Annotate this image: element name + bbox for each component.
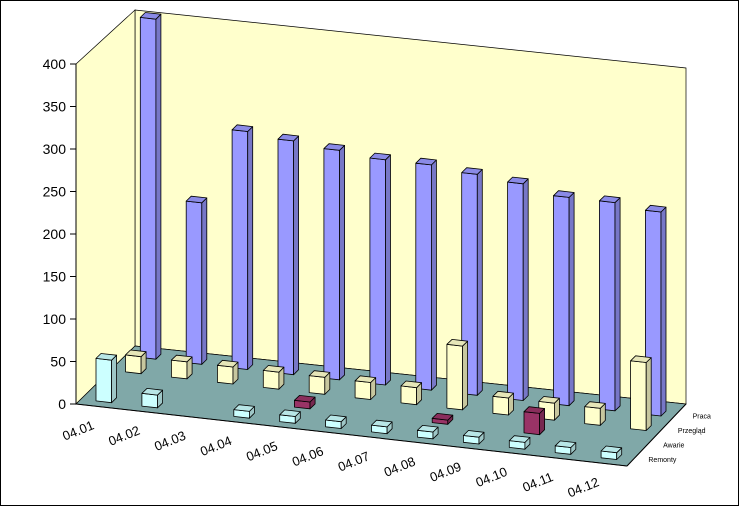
- bar-remonty: [233, 404, 255, 419]
- depth-axis-line: [626, 403, 687, 467]
- y-tick-label: 400: [43, 56, 67, 72]
- bar-remonty: [600, 445, 623, 460]
- bar-awarie: [294, 395, 316, 410]
- x-axis-line: [75, 403, 628, 467]
- y-tick-label: 200: [43, 226, 67, 242]
- bar-remonty: [279, 409, 301, 424]
- y-axis-ticks: 0 50 100 150 200 250 300 350 400: [43, 56, 76, 412]
- bar-remonty: [141, 388, 163, 409]
- bar-przegląd: [446, 339, 468, 411]
- series-label: Remonty: [648, 457, 677, 464]
- y-tick-label: 50: [50, 354, 66, 370]
- x-tick-label: 04.05: [244, 438, 280, 464]
- bar-praca: [599, 195, 621, 412]
- x-tick-label: 04.02: [106, 423, 142, 449]
- bar-praca: [185, 195, 208, 365]
- bar-praca: [369, 152, 391, 386]
- bar-praca: [231, 124, 254, 370]
- bar-awarie: [523, 406, 545, 436]
- bar-remonty: [417, 425, 439, 440]
- bar-praca: [553, 190, 575, 407]
- bar-praca: [507, 176, 529, 401]
- bar-przegląd: [354, 375, 377, 400]
- x-tick-label: 04.10: [474, 464, 510, 490]
- series-label: Awarie: [663, 442, 684, 449]
- x-tick-label: 04.12: [565, 474, 601, 500]
- bar-remonty: [95, 353, 117, 404]
- x-tick-label: 04.01: [60, 417, 96, 443]
- bar-remonty: [371, 419, 393, 435]
- bar-remonty: [463, 430, 485, 445]
- chart-side-wall: [75, 9, 136, 405]
- bar-przegląd: [492, 390, 514, 416]
- bar-przegląd: [630, 355, 652, 431]
- bar-przegląd: [262, 365, 285, 390]
- bars-layer: [95, 12, 667, 460]
- bar-praca: [461, 167, 483, 396]
- bar-przegląd: [171, 354, 193, 380]
- bar-praca: [139, 12, 162, 360]
- bar-przegląd: [308, 370, 331, 395]
- y-tick-label: 0: [58, 396, 66, 412]
- y-tick-label: 300: [43, 141, 67, 157]
- bar-praca: [415, 157, 437, 391]
- x-tick-label: 04.11: [520, 469, 555, 495]
- x-tick-label: 04.04: [198, 433, 234, 459]
- x-tick-label: 04.08: [382, 454, 418, 480]
- bar-remonty: [508, 435, 531, 450]
- bar-przegląd: [125, 349, 147, 375]
- series-label: Praca: [693, 413, 711, 420]
- y-tick-label: 350: [43, 99, 67, 115]
- series-label: Przegląd: [678, 428, 706, 435]
- bar-przegląd: [217, 359, 239, 385]
- series-axis-labels: Remonty Awarie Przegląd Praca: [648, 413, 711, 464]
- y-tick-label: 250: [43, 184, 67, 200]
- bar-praca: [323, 143, 345, 381]
- bar-remonty: [325, 414, 347, 429]
- bar-awarie: [431, 413, 454, 425]
- x-tick-label: 04.09: [428, 459, 464, 485]
- x-tick-label: 04.03: [152, 428, 188, 454]
- bar-przegląd: [584, 401, 606, 426]
- x-tick-label: 04.07: [336, 448, 372, 474]
- y-tick-label: 150: [43, 269, 67, 285]
- bar-przegląd: [400, 380, 422, 406]
- bar-remonty: [554, 440, 577, 455]
- y-tick-label: 100: [43, 311, 67, 327]
- bar-praca: [277, 133, 299, 376]
- x-tick-label: 04.06: [290, 443, 326, 469]
